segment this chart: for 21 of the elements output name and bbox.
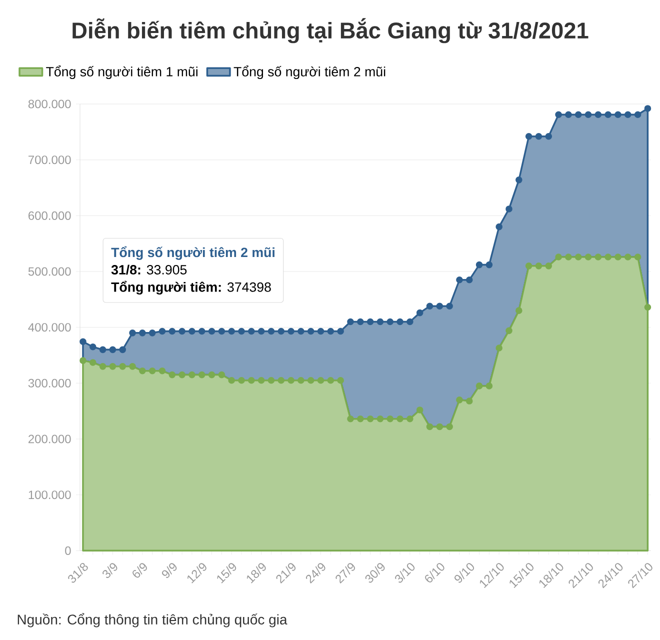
- y-tick-label: 0: [65, 546, 71, 555]
- x-tick-label: 6/9: [132, 563, 147, 578]
- legend-label: Tổng số người tiêm 1 mũi: [46, 66, 198, 80]
- legend-label: Tổng số người tiêm 2 mũi: [234, 66, 386, 80]
- x-tick-label: 6/10: [425, 563, 444, 582]
- x-tick-label: 3/9: [102, 563, 118, 578]
- text: Nguồn: Cổng thông tin tiêm chủng quốc gia: [18, 613, 288, 628]
- y-tick-label: 800.000: [28, 100, 71, 108]
- y-tick-label: 600.000: [28, 211, 71, 220]
- y-tick-label: 500.000: [28, 267, 71, 276]
- y-tick-label: 300.000: [28, 378, 71, 388]
- x-tick-label: 3/10: [395, 563, 415, 583]
- y-tick-label: 700.000: [28, 156, 71, 164]
- x-tick-label: 30/9: [365, 563, 385, 583]
- chart-title: Diễn biến tiêm chủng tại Bắc Giang từ 31/8/2021: [72, 18, 588, 44]
- x-tick-label: 31/8: [68, 562, 88, 583]
- y-tick-label: 100.000: [28, 490, 71, 500]
- y-tick-label: 400.000: [28, 323, 71, 332]
- x-tick-label: 9/10: [454, 563, 474, 583]
- y-tick-label: 200.000: [28, 434, 71, 444]
- x-tick-label: 9/9: [162, 563, 177, 578]
